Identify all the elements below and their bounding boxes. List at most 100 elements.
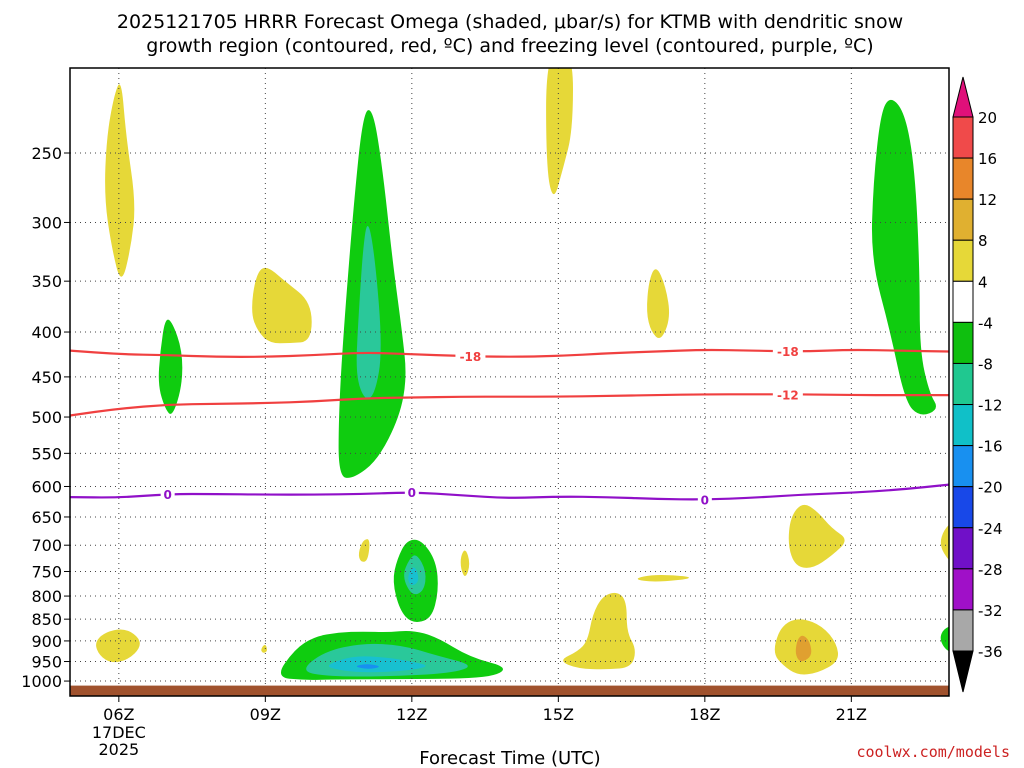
chart-title-line2: growth region (contoured, red, ºC) and f… [146, 35, 873, 57]
y-tick-label-800: 800 [31, 587, 62, 606]
colorbar-label-20: 20 [978, 109, 997, 127]
colorbar-label--20: -20 [978, 479, 1003, 497]
contour-label-bg-dgz-minus18-0 [455, 349, 486, 364]
x-tick-label-09Z: 09Z [250, 705, 281, 724]
contour-dgz-minus18 [69, 348, 950, 359]
colorbar-label--24: -24 [978, 520, 1003, 538]
omega-region-yellow-23z [940, 524, 949, 561]
contour-label-bg-dgz-minus12-0 [772, 387, 803, 402]
colorbar-segment-0 [952, 116, 974, 159]
contour-label-freezing-level-0: 0 [163, 488, 171, 502]
chart-title-line1: 2025121705 HRRR Forecast Omega (shaded, … [117, 11, 903, 33]
y-tick-label-1000: 1000 [21, 672, 62, 691]
contour-label-bg-freezing-level-2 [697, 492, 712, 507]
colorbar-label-8: 8 [978, 232, 988, 250]
colorbar-segment-7 [952, 404, 974, 447]
colorbar-label--12: -12 [978, 397, 1003, 415]
colorbar-label--36: -36 [978, 643, 1003, 661]
y-tick-label-250: 250 [31, 144, 62, 163]
y-tick-label-350: 350 [31, 272, 62, 291]
x-tick-label-18Z: 18Z [689, 705, 720, 724]
omega-region-green-23z-low [940, 626, 949, 652]
colorbar-segment-1 [952, 157, 974, 200]
colorbar-label--28: -28 [978, 561, 1003, 579]
x-tick-year: 2025 [98, 740, 139, 759]
omega-region-teal-core-11z [356, 225, 381, 399]
colorbar-segment-3 [952, 239, 974, 282]
contour-label-dgz-minus18-0: -18 [460, 350, 482, 364]
colorbar-segment-2 [952, 198, 974, 241]
omega-region-yellow-16z [563, 592, 635, 670]
y-tick-label-550: 550 [31, 444, 62, 463]
colorbar-label--4: -4 [978, 314, 993, 332]
colorbar-label-16: 16 [978, 150, 997, 168]
contour-lines: -18 -18 -12 0 0 0 [69, 344, 950, 508]
terrain-bar [70, 685, 949, 696]
colorbar-label--16: -16 [978, 438, 1003, 456]
colorbar-segment-9 [952, 486, 974, 529]
contour-label-freezing-level-2: 0 [701, 494, 709, 508]
x-tick-label-12Z: 12Z [396, 705, 427, 724]
y-tick-label-600: 600 [31, 477, 62, 496]
omega-region-yellow-15z-upper [546, 68, 573, 195]
colorbar-segment-12 [952, 609, 974, 652]
y-axis: 250 300 350 400 450 500 550 600 650 700 750 800 850 9… [21, 144, 70, 691]
contour-label-freezing-level-1: 0 [408, 486, 416, 500]
omega-region-green-22z [871, 99, 936, 415]
contour-dgz-minus12 [69, 393, 949, 417]
x-tick-label-21Z: 21Z [836, 705, 867, 724]
gridlines [70, 68, 949, 696]
omega-region-yellow-09z-small [261, 644, 267, 653]
omega-region-yellow-11z-small [358, 539, 370, 562]
y-tick-label-450: 450 [31, 368, 62, 387]
colorbar-segment-10 [952, 527, 974, 570]
y-tick-label-650: 650 [31, 508, 62, 527]
plot-frame [69, 67, 950, 697]
y-tick-label-900: 900 [31, 632, 62, 651]
credit-link[interactable]: coolwx.com/models [856, 743, 1010, 761]
omega-region-cyan-low-11z [328, 656, 426, 673]
contour-label-bg-dgz-minus18-1 [772, 344, 803, 359]
omega-region-yellow-06z-upper [105, 84, 135, 277]
contour-label-bg-freezing-level-1 [404, 485, 419, 500]
colorbar-label--8: -8 [978, 355, 993, 373]
y-tick-label-400: 400 [31, 323, 62, 342]
omega-region-yellow-13z-small [460, 550, 470, 576]
contour-label-dgz-minus18-1: -18 [777, 345, 799, 359]
colorbar-label--32: -32 [978, 602, 1003, 620]
terrain-surface [70, 685, 949, 696]
x-tick-date: 17DEC [92, 723, 146, 742]
colorbar-segment-5 [952, 321, 974, 364]
y-tick-label-850: 850 [31, 610, 62, 629]
colorbar-segment-4 [952, 280, 974, 323]
colorbar-label-4: 4 [978, 273, 988, 291]
x-tick-label-06Z: 06Z [103, 705, 134, 724]
contour-freezing-level [69, 483, 950, 501]
x-axis-label: Forecast Time (UTC) [419, 748, 600, 768]
colorbar: 20 16 12 8 4 -4 -8 -12 -16 -20 -24 -28 -32 -36 [952, 76, 1003, 693]
colorbar-segment-8 [952, 445, 974, 488]
omega-region-green-7z [158, 319, 183, 414]
contour-label-bg-freezing-level-0 [160, 487, 175, 502]
omega-region-blue-low-11z [356, 664, 379, 669]
y-tick-label-300: 300 [31, 213, 62, 232]
colorbar-segment-11 [952, 568, 974, 611]
plot-area: -18 -18 -12 0 0 0 [69, 67, 950, 697]
omega-region-yellow-19z [788, 504, 845, 568]
colorbar-label-12: 12 [978, 191, 997, 209]
x-tick-label-15Z: 15Z [543, 705, 574, 724]
colorbar-segment-6 [952, 362, 974, 406]
y-tick-label-750: 750 [31, 562, 62, 581]
omega-region-yellow-09z [252, 267, 312, 344]
omega-region-orange-20z [795, 635, 812, 662]
omega-region-yellow-17z-thin [637, 575, 689, 582]
omega-region-yellow-06z-low [96, 629, 140, 663]
y-tick-label-500: 500 [31, 408, 62, 427]
omega-shading [96, 68, 949, 680]
omega-region-yellow-17z [647, 269, 670, 339]
contour-label-dgz-minus12-0: -12 [777, 388, 799, 402]
colorbar-top-arrow [952, 76, 974, 118]
y-tick-label-700: 700 [31, 536, 62, 555]
